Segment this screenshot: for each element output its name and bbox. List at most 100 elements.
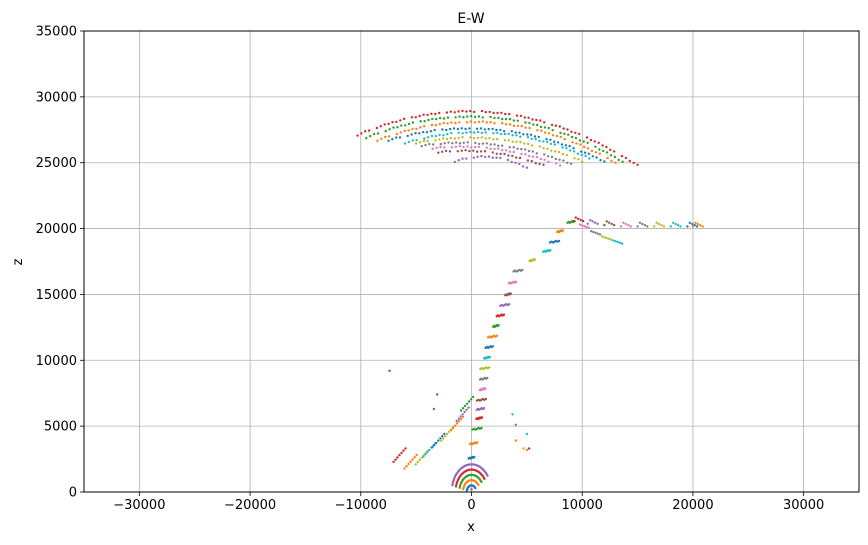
upper-arc-point bbox=[614, 161, 617, 164]
upper-arc-point bbox=[530, 159, 533, 163]
column-point bbox=[491, 345, 494, 348]
column-point bbox=[486, 376, 489, 380]
cluster-point bbox=[402, 449, 405, 452]
branch-point bbox=[581, 224, 584, 227]
upper-arc-point bbox=[501, 121, 504, 125]
cluster-point bbox=[459, 417, 463, 421]
upper-arc-point bbox=[559, 135, 562, 139]
upper-arc-point bbox=[511, 140, 514, 143]
upper-arc-point bbox=[483, 128, 486, 131]
cluster-point bbox=[447, 430, 451, 433]
upper-arc-point bbox=[575, 142, 578, 145]
upper-arc-point bbox=[558, 158, 561, 161]
upper-arc-point bbox=[499, 152, 502, 156]
upper-arc-point bbox=[434, 112, 437, 116]
column-point bbox=[482, 407, 486, 410]
upper-arc-point bbox=[508, 112, 511, 116]
upper-arc-point bbox=[465, 110, 468, 113]
branch-point bbox=[586, 222, 589, 225]
cluster-point bbox=[461, 413, 464, 416]
upper-arc-point bbox=[364, 130, 367, 133]
lower-arc-point bbox=[483, 477, 486, 480]
branch-point bbox=[672, 221, 675, 224]
upper-arc-point bbox=[475, 127, 479, 130]
upper-arc-point bbox=[531, 155, 535, 158]
upper-arc-point bbox=[535, 152, 538, 155]
upper-arc-point bbox=[594, 145, 597, 148]
outlier-point bbox=[527, 447, 531, 450]
upper-arc-point bbox=[450, 121, 453, 124]
upper-arc-point bbox=[445, 128, 448, 132]
upper-arc-point bbox=[465, 131, 468, 134]
upper-arc-point bbox=[503, 132, 507, 136]
upper-arc-point bbox=[446, 116, 450, 119]
upper-arc-point bbox=[507, 132, 510, 136]
branch-point bbox=[594, 231, 597, 234]
upper-arc-point bbox=[523, 116, 526, 119]
upper-arc-point bbox=[441, 128, 444, 131]
branch-point bbox=[691, 222, 694, 226]
upper-arc-point bbox=[431, 147, 434, 150]
upper-arc-point bbox=[602, 149, 605, 153]
cluster-point bbox=[463, 410, 466, 414]
upper-arc-point bbox=[411, 121, 415, 124]
branch-point bbox=[620, 242, 624, 245]
x-tick-label: −10000 bbox=[335, 498, 387, 513]
upper-arc-point bbox=[559, 131, 562, 135]
branch-point bbox=[694, 221, 697, 224]
upper-arc-point bbox=[519, 140, 522, 144]
upper-arc-point bbox=[418, 141, 422, 144]
upper-arc-point bbox=[508, 146, 511, 149]
upper-arc-point bbox=[585, 136, 589, 139]
upper-arc-point bbox=[470, 146, 473, 149]
upper-arc-point bbox=[510, 130, 513, 133]
column-point bbox=[495, 334, 499, 337]
upper-arc-point bbox=[379, 125, 382, 128]
branch-point bbox=[585, 225, 588, 229]
upper-arc-point bbox=[391, 121, 394, 124]
outlier-point bbox=[514, 423, 517, 426]
upper-arc-point bbox=[617, 158, 620, 162]
upper-arc-point bbox=[491, 127, 494, 131]
upper-arc-point bbox=[543, 153, 546, 156]
upper-arc-point bbox=[410, 133, 413, 136]
upper-arc-point bbox=[563, 137, 566, 141]
upper-arc-point bbox=[510, 160, 513, 164]
upper-arc-point bbox=[399, 119, 402, 122]
upper-arc-point bbox=[572, 147, 575, 150]
upper-arc-point bbox=[426, 136, 430, 139]
upper-arc-point bbox=[499, 132, 503, 136]
branch-point bbox=[657, 222, 661, 226]
upper-arc-point bbox=[399, 131, 402, 134]
upper-arc-point bbox=[473, 131, 476, 134]
upper-arc-point bbox=[574, 131, 577, 134]
cluster-point bbox=[416, 461, 419, 464]
upper-arc-point bbox=[423, 125, 426, 128]
upper-arc-point bbox=[376, 139, 379, 142]
upper-arc-point bbox=[610, 159, 613, 163]
upper-arc-point bbox=[458, 115, 461, 118]
upper-arc-point bbox=[564, 144, 567, 147]
upper-arc-point bbox=[573, 157, 576, 160]
column-point bbox=[502, 313, 506, 316]
upper-arc-point bbox=[555, 162, 558, 165]
branch-point bbox=[676, 224, 680, 227]
upper-arc-point bbox=[457, 110, 460, 113]
upper-arc-point bbox=[489, 143, 492, 146]
upper-arc-point bbox=[497, 144, 500, 147]
upper-arc-point bbox=[561, 146, 564, 149]
upper-arc-point bbox=[453, 160, 457, 164]
column-point bbox=[521, 268, 524, 272]
branch-point bbox=[596, 222, 599, 225]
upper-arc-point bbox=[523, 142, 526, 145]
branch-point bbox=[572, 219, 575, 223]
upper-arc-point bbox=[491, 151, 494, 154]
branch-point bbox=[624, 222, 627, 226]
cluster-point bbox=[405, 465, 408, 468]
upper-arc-point bbox=[562, 127, 565, 130]
upper-arc-point bbox=[404, 124, 407, 127]
column-point bbox=[534, 258, 537, 261]
upper-arc-point bbox=[456, 127, 460, 131]
upper-arc-point bbox=[534, 162, 537, 165]
branch-point bbox=[674, 222, 677, 226]
